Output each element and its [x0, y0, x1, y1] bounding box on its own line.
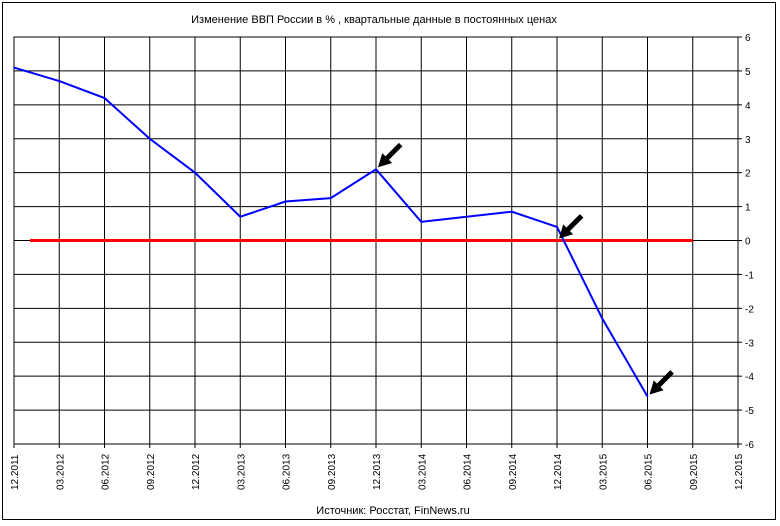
x-tick-label: 03.2014: [417, 453, 428, 490]
arrow-head: [559, 224, 574, 239]
x-tick-label: 06.2015: [644, 453, 655, 490]
gdp-data-point: [556, 226, 558, 228]
gdp-data-point: [284, 200, 287, 203]
y-tick-label: -3: [745, 338, 754, 349]
gdp-line-chart: Изменение ВВП России в % , квартальные д…: [10, 14, 754, 517]
x-tick-label: 12.2015: [734, 453, 745, 490]
y-tick-label: -6: [745, 440, 754, 451]
gdp-data-point: [329, 197, 332, 199]
arrow-annotations: [378, 142, 674, 395]
x-tick-label: 12.2012: [191, 453, 202, 490]
y-tick-label: 2: [745, 169, 751, 180]
x-tick-label: 03.2013: [236, 453, 247, 490]
y-tick-label: 0: [745, 237, 751, 248]
gdp-data-point: [646, 395, 649, 398]
y-tick-label: 5: [745, 67, 751, 78]
y-tick-label: 6: [745, 33, 751, 44]
y-tick-label: 4: [745, 101, 751, 112]
gdp-data-point: [103, 97, 106, 99]
y-tick-label: -4: [745, 372, 754, 383]
gdp-data-point: [58, 80, 61, 82]
y-tick-label: -1: [745, 270, 754, 281]
x-tick-label: 03.2012: [55, 453, 66, 490]
series-lines: [13, 66, 693, 398]
x-tick-label: 06.2013: [282, 453, 293, 490]
gdp-data-point: [420, 221, 423, 223]
gdp-data-point: [465, 215, 468, 218]
y-tick-label: -5: [745, 406, 754, 417]
y-axis: -6 -5 -4 -3 -2 -1 0 1 2 3 4 5 6: [738, 33, 754, 451]
y-tick-label: 3: [745, 135, 751, 146]
x-tick-label: 09.2015: [689, 453, 700, 490]
arrow-shaft: [564, 214, 584, 234]
x-axis: 12.2011 03.2012 06.2012 09.2012 12.2012 03.20…: [10, 444, 745, 490]
x-tick-label: 09.2012: [146, 453, 157, 490]
arrow-head: [649, 380, 664, 395]
chart-frame: Изменение ВВП России в % , квартальные д…: [2, 2, 776, 520]
gdp-data-point: [601, 317, 604, 320]
y-tick-label: -2: [745, 304, 754, 315]
x-tick-label: 06.2014: [463, 453, 474, 490]
gdp-data-point: [510, 210, 513, 213]
x-tick-label: 12.2011: [10, 454, 21, 490]
gdp-data-point: [13, 66, 15, 69]
gdp-data-point: [375, 168, 377, 171]
source-caption: Источник: Росстат, FinNews.ru: [316, 505, 469, 517]
arrow-head: [378, 153, 393, 168]
x-tick-label: 09.2014: [508, 453, 519, 490]
x-tick-label: 06.2012: [101, 453, 112, 490]
x-tick-label: 12.2013: [372, 453, 383, 490]
gdp-data-point: [239, 215, 242, 218]
arrow-shaft: [654, 370, 674, 390]
chart-title: Изменение ВВП России в % , квартальные д…: [191, 14, 557, 26]
x-tick-label: 03.2015: [598, 453, 609, 490]
y-tick-label: 1: [745, 203, 751, 214]
arrow-shaft: [383, 142, 403, 163]
x-tick-label: 09.2013: [327, 453, 338, 490]
gdp-data-point: [194, 171, 196, 174]
gdp-data-point: [148, 137, 151, 140]
x-tick-label: 12.2014: [553, 453, 564, 490]
